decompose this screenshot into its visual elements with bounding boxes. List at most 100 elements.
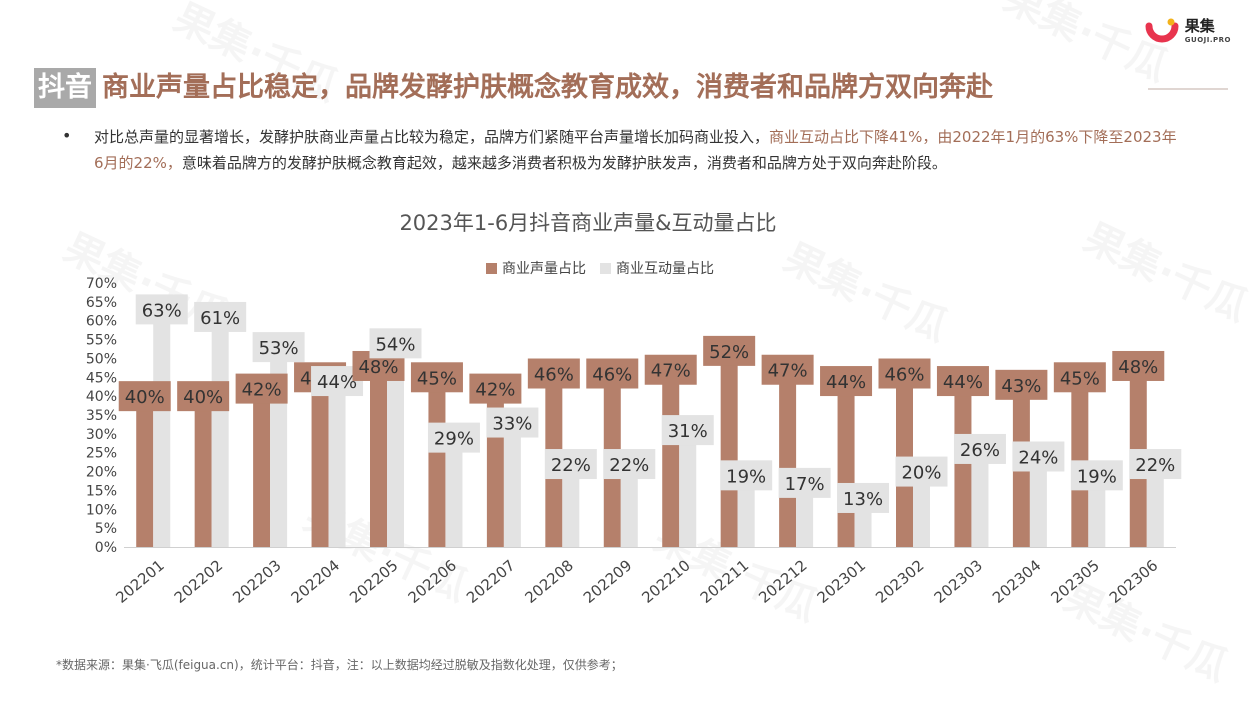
legend-label: 商业声量占比 xyxy=(502,261,586,277)
bar-commercial-volume xyxy=(311,377,329,547)
data-label: 48% xyxy=(1118,357,1158,378)
data-label-box xyxy=(644,354,697,385)
x-tick-label: 202209 xyxy=(580,556,635,607)
y-tick-label: 0% xyxy=(95,540,117,556)
description-highlight: 商业互动占比下降41%，由2022年1月的63%下降至2023年6月的22%， xyxy=(94,128,1177,172)
legend-swatch xyxy=(600,263,611,274)
data-label-box xyxy=(544,449,597,480)
data-label: 22% xyxy=(609,455,649,476)
data-label-box xyxy=(369,328,422,359)
data-label: 13% xyxy=(843,489,883,510)
y-tick-label: 70% xyxy=(86,276,117,292)
data-label: 53% xyxy=(259,338,299,359)
data-label: 45% xyxy=(1060,368,1100,389)
data-label: 61% xyxy=(200,308,240,329)
data-label: 22% xyxy=(551,455,591,476)
data-label: 47% xyxy=(768,361,808,382)
data-label-box xyxy=(235,373,288,404)
data-label: 44% xyxy=(317,372,357,393)
chart-title: 2023年1-6月抖音商业声量&互动量占比 xyxy=(399,211,776,235)
data-label: 31% xyxy=(668,421,708,442)
bar-commercial-interaction xyxy=(153,309,171,547)
data-label-box xyxy=(586,358,639,389)
bar-commercial-volume xyxy=(720,350,738,547)
x-tick-label: 202306 xyxy=(1106,556,1161,607)
page-title: 商业声量占比稳定，品牌发酵护肤概念教育成效，消费者和品牌方双向奔赴 xyxy=(102,72,993,103)
data-label-box xyxy=(936,366,989,397)
x-tick-label: 202305 xyxy=(1047,556,1102,607)
data-label: 20% xyxy=(901,463,941,484)
data-label: 19% xyxy=(726,466,766,487)
footnote: *数据来源：果集·飞瓜(feigua.cn)，统计平台：抖音，注：以上数据均经过… xyxy=(56,658,623,672)
bar-commercial-interaction xyxy=(679,430,697,547)
y-tick-label: 40% xyxy=(86,389,117,405)
x-tick-label: 202203 xyxy=(229,556,284,607)
data-label-box xyxy=(953,433,1006,464)
x-tick-label: 202304 xyxy=(989,556,1044,607)
y-tick-label: 45% xyxy=(86,370,117,386)
data-label: 42% xyxy=(475,380,515,401)
bar-commercial-volume xyxy=(954,381,972,547)
data-label-box xyxy=(527,358,580,389)
x-tick-label: 202302 xyxy=(872,556,927,607)
bar-commercial-interaction xyxy=(387,343,404,547)
bar-commercial-interaction xyxy=(328,381,346,547)
description-text: 对比总声量的显著增长，发酵护肤商业声量占比较为稳定，品牌方们紧随平台声量增长加码… xyxy=(94,128,770,146)
x-tick-label: 202208 xyxy=(521,556,576,607)
data-label: 63% xyxy=(142,300,182,321)
bar-commercial-interaction xyxy=(1029,456,1047,547)
data-label: 33% xyxy=(492,414,532,435)
y-tick-label: 30% xyxy=(86,427,117,443)
data-label: 24% xyxy=(1018,447,1058,468)
data-label: 19% xyxy=(1077,466,1117,487)
bar-commercial-interaction xyxy=(445,437,463,547)
data-label: 26% xyxy=(960,440,1000,461)
data-label: 42% xyxy=(242,380,282,401)
data-label-box xyxy=(118,381,171,412)
data-label: 22% xyxy=(1135,455,1175,476)
data-label: 44% xyxy=(943,372,983,393)
data-label: 52% xyxy=(709,342,749,363)
bar-commercial-volume xyxy=(779,369,797,547)
y-tick-label: 50% xyxy=(86,351,117,367)
data-label-box xyxy=(427,422,480,453)
data-label: 43% xyxy=(1001,376,1041,397)
data-label-box xyxy=(1053,362,1106,393)
bar-commercial-interaction xyxy=(562,464,580,547)
data-label-box xyxy=(778,467,831,498)
data-label: 44% xyxy=(826,372,866,393)
data-label-box xyxy=(837,482,890,513)
bar-commercial-interaction xyxy=(913,471,930,547)
x-tick-label: 202201 xyxy=(112,556,167,607)
brand-logo: 果集 GUOJI.PRO xyxy=(1145,16,1231,46)
y-tick-label: 35% xyxy=(86,408,117,424)
data-label-box xyxy=(878,358,931,389)
data-label-box xyxy=(194,301,247,332)
data-label: 45% xyxy=(417,368,457,389)
x-tick-label: 202206 xyxy=(405,556,460,607)
data-label: 46% xyxy=(884,365,924,386)
data-label-box xyxy=(703,335,756,366)
bar-commercial-interaction xyxy=(737,475,755,547)
y-tick-label: 65% xyxy=(86,295,117,311)
bar-commercial-interaction xyxy=(1088,475,1106,547)
data-label-box xyxy=(995,369,1048,400)
bar-commercial-volume xyxy=(194,396,212,547)
data-label-box xyxy=(486,407,539,438)
data-label-box xyxy=(895,456,948,487)
title-divider xyxy=(1148,88,1228,90)
data-label-box xyxy=(469,373,522,404)
y-tick-label: 20% xyxy=(86,465,117,481)
data-label-box xyxy=(603,449,656,480)
data-label-box xyxy=(1012,441,1065,472)
data-label-box xyxy=(820,366,873,397)
data-label-box xyxy=(761,354,814,385)
data-label: 47% xyxy=(651,361,691,382)
x-tick-label: 202204 xyxy=(288,556,343,607)
platform-tag: 抖音 xyxy=(34,68,96,108)
data-label: 40% xyxy=(125,387,165,408)
y-tick-label: 55% xyxy=(86,333,117,349)
bar-commercial-volume xyxy=(370,365,387,547)
x-tick-label: 202211 xyxy=(697,556,752,607)
